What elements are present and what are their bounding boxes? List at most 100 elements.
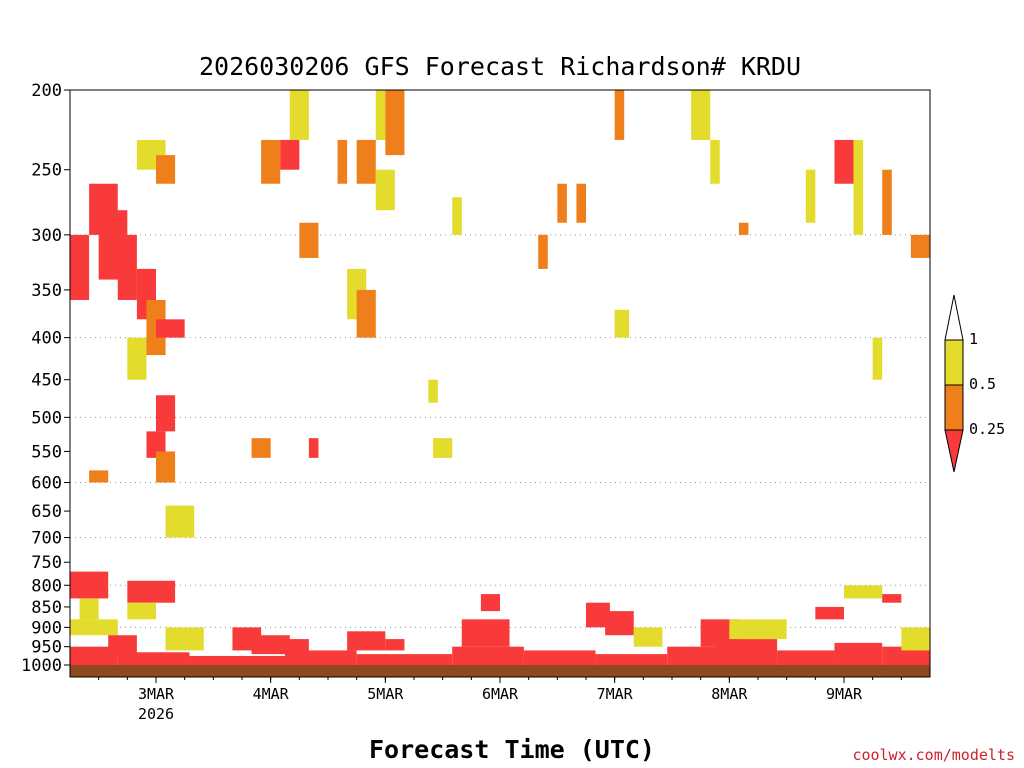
- y-tick-label: 850: [31, 598, 62, 618]
- ri-cell: [356, 139, 376, 184]
- ri-cell: [586, 602, 610, 628]
- ri-cell: [538, 234, 548, 269]
- x-axis-label: Forecast Time (UTC): [369, 735, 655, 764]
- ri-cell: [428, 379, 438, 403]
- ri-cell: [815, 606, 844, 620]
- ri-cell: [251, 438, 271, 458]
- ri-cell: [127, 580, 176, 603]
- ri-cell: [165, 505, 195, 538]
- y-tick-label: 650: [31, 502, 62, 522]
- ri-cell: [146, 431, 166, 458]
- x-tick-label: 5MAR: [367, 685, 404, 703]
- ri-cell: [385, 90, 405, 156]
- y-tick-label: 950: [31, 638, 62, 658]
- ri-cell: [79, 598, 99, 620]
- legend-label: 0.25: [969, 420, 1005, 438]
- ri-cell: [117, 234, 137, 300]
- legend-swatch-yellow: [944, 339, 964, 386]
- x-tick-sublabel: 2026: [138, 705, 174, 723]
- ri-cell: [280, 639, 309, 655]
- legend-label: 1: [969, 330, 978, 348]
- ri-cell: [70, 619, 118, 636]
- ri-cell: [127, 602, 156, 620]
- y-tick-label: 300: [31, 226, 62, 246]
- y-tick-label: 600: [31, 473, 62, 493]
- ri-cell: [261, 139, 281, 184]
- y-tick-label: 1000: [21, 656, 62, 676]
- legend-swatch-orange: [944, 384, 964, 431]
- y-tick-label: 750: [31, 553, 62, 573]
- ri-cell: [557, 183, 567, 223]
- legend: 1 0.5 0.25: [944, 294, 1005, 473]
- ri-cell: [576, 183, 586, 223]
- y-tick-label: 250: [31, 161, 62, 181]
- ri-cell: [872, 337, 883, 380]
- ri-cell: [347, 631, 386, 651]
- y-tick-label: 550: [31, 442, 62, 462]
- ri-cell: [882, 169, 892, 235]
- ri-cell: [433, 438, 453, 458]
- y-tick-label: 350: [31, 281, 62, 301]
- chart-title: 2026030206 GFS Forecast Richardson# KRDU: [199, 52, 801, 81]
- x-tick-label: 8MAR: [711, 685, 748, 703]
- plot-frame: [69, 89, 931, 678]
- ri-cell: [385, 639, 405, 651]
- ri-cell: [461, 619, 510, 647]
- ri-cell: [614, 309, 629, 338]
- ri-cell: [89, 470, 109, 483]
- y-tick-label: 200: [31, 81, 62, 101]
- ri-cell: [729, 619, 787, 640]
- y-tick-label: 900: [31, 618, 62, 638]
- ri-cell: [452, 197, 462, 235]
- x-axis: 3MAR 2026 4MAR 5MAR 6MAR 7MAR 8MAR 9MAR: [98, 677, 902, 723]
- ri-cell: [834, 139, 854, 184]
- ri-cell: [691, 90, 711, 140]
- ri-cell: [633, 627, 663, 647]
- ri-cell: [156, 319, 185, 338]
- ri-cell: [523, 650, 596, 665]
- ri-cell: [375, 90, 386, 140]
- heatmap-cells: [70, 90, 930, 665]
- ri-cell: [70, 234, 90, 300]
- ri-cell: [156, 451, 176, 483]
- ri-cell: [667, 646, 715, 665]
- ri-cell: [710, 139, 720, 184]
- ri-cell: [738, 222, 749, 235]
- y-tick-label: 800: [31, 576, 62, 596]
- legend-label: 0.5: [969, 375, 996, 393]
- ri-cell: [70, 571, 109, 599]
- x-tick-label: 9MAR: [826, 685, 863, 703]
- ri-cell: [605, 611, 634, 636]
- y-tick-label: 400: [31, 329, 62, 349]
- ri-cell: [614, 90, 625, 140]
- x-tick-label: 4MAR: [253, 685, 290, 703]
- x-tick-label: 7MAR: [597, 685, 634, 703]
- legend-arrow-bottom: [944, 429, 964, 473]
- ground-rect: [70, 665, 930, 677]
- ri-cell: [882, 646, 930, 665]
- ri-cell: [127, 337, 147, 380]
- x-tick-label: 3MAR: [138, 685, 175, 703]
- ri-cell: [337, 139, 348, 184]
- ri-cell: [375, 169, 395, 211]
- legend-arrow-top: [944, 294, 964, 341]
- y-tick-label: 500: [31, 408, 62, 428]
- y-tick-label: 450: [31, 371, 62, 391]
- ri-cell: [299, 222, 319, 258]
- ri-cell: [844, 585, 883, 599]
- ri-cell: [901, 627, 930, 651]
- y-tick-label: 700: [31, 529, 62, 549]
- ri-cell: [805, 169, 816, 223]
- ri-cell: [156, 155, 176, 184]
- ri-cell: [165, 627, 204, 651]
- ri-cell: [189, 655, 285, 665]
- ri-cell: [777, 650, 835, 665]
- ri-cell: [356, 289, 376, 338]
- ri-cell: [356, 654, 453, 665]
- ground-band: [70, 665, 930, 677]
- ri-cell: [853, 139, 864, 235]
- ri-cell: [280, 139, 300, 170]
- ri-cell: [308, 438, 319, 458]
- ri-cell: [452, 646, 524, 665]
